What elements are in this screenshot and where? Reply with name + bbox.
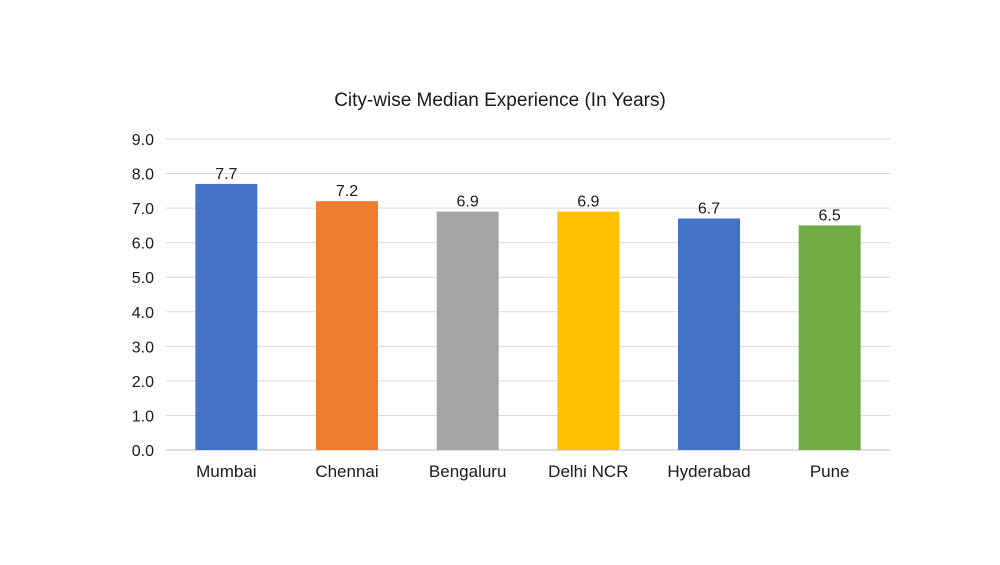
y-tick-label: 9.0	[132, 132, 154, 149]
x-tick-label: Chennai	[315, 462, 378, 481]
y-tick-label: 6.0	[132, 236, 154, 253]
bar	[436, 211, 499, 450]
y-tick-label: 8.0	[132, 167, 154, 184]
chart-title: City-wise Median Experience (In Years)	[334, 90, 666, 111]
y-tick-label: 1.0	[132, 408, 154, 425]
data-label: 6.5	[819, 207, 841, 224]
x-tick-label: Pune	[810, 462, 850, 481]
y-tick-label: 3.0	[132, 339, 154, 356]
y-tick-label: 5.0	[132, 270, 154, 287]
x-tick-label: Mumbai	[196, 462, 256, 481]
bar	[557, 211, 620, 450]
y-tick-label: 2.0	[132, 374, 154, 391]
y-tick-label: 4.0	[132, 305, 154, 322]
data-label: 6.9	[457, 194, 479, 211]
bar	[678, 218, 740, 450]
x-tick-label: Delhi NCR	[548, 462, 628, 481]
x-tick-label: Bengaluru	[429, 462, 507, 481]
bar	[798, 225, 861, 450]
y-tick-label: 7.0	[132, 201, 154, 218]
y-tick-label: 0.0	[132, 443, 154, 460]
data-label: 6.7	[698, 200, 720, 217]
data-label: 6.9	[577, 194, 599, 211]
bar	[195, 183, 258, 450]
data-label: 7.7	[215, 166, 237, 183]
bar	[316, 201, 378, 450]
x-tick-label: Hyderabad	[667, 462, 750, 481]
data-label: 7.2	[336, 183, 358, 200]
